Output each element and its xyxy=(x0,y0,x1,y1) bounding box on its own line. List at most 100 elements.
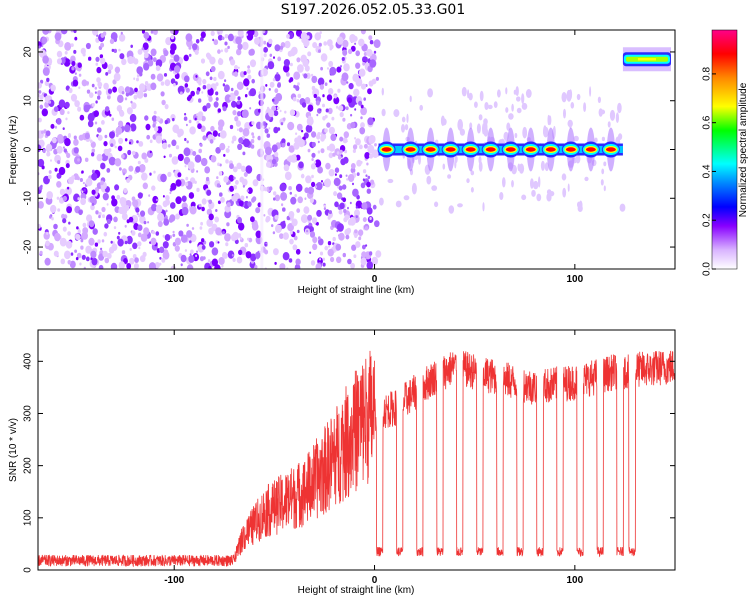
noise-blob xyxy=(271,98,275,102)
noise-blob xyxy=(71,60,76,67)
noise-blob xyxy=(177,132,182,138)
noise-blob xyxy=(132,199,139,208)
noise-blob xyxy=(287,121,295,131)
noise-blob xyxy=(236,128,239,131)
noise-blob xyxy=(62,127,65,130)
noise-blob xyxy=(343,208,347,214)
tone-pulse-peak xyxy=(505,147,516,152)
noise-blob xyxy=(322,103,325,108)
noise-blob xyxy=(91,152,95,157)
noise-blob xyxy=(297,196,304,204)
noise-blob xyxy=(123,258,128,264)
noise-blob xyxy=(81,170,84,174)
noise-blob xyxy=(74,249,77,253)
noise-blob xyxy=(141,172,148,181)
noise-blob xyxy=(293,142,300,150)
noise-blob xyxy=(325,162,331,170)
noise-blob xyxy=(198,148,202,154)
tone-haze xyxy=(617,102,622,114)
noise-blob xyxy=(300,54,308,63)
tone-pulse-peak xyxy=(525,147,536,152)
noise-blob xyxy=(121,207,126,212)
noise-blob xyxy=(82,181,85,185)
noise-blob xyxy=(113,48,118,54)
noise-blob xyxy=(110,240,113,244)
noise-blob xyxy=(45,130,51,137)
noise-blob xyxy=(54,232,61,242)
noise-blob xyxy=(274,151,279,157)
noise-blob xyxy=(217,70,225,80)
noise-blob xyxy=(328,60,334,68)
noise-blob xyxy=(358,229,364,236)
noise-blob xyxy=(134,87,138,93)
noise-blob xyxy=(163,49,169,57)
noise-blob xyxy=(272,96,279,105)
noise-blob xyxy=(124,224,127,228)
noise-blob xyxy=(73,147,79,154)
noise-blob xyxy=(274,88,279,94)
noise-blob xyxy=(94,242,99,247)
noise-blob xyxy=(186,223,189,227)
noise-blob xyxy=(157,212,165,222)
tone-haze xyxy=(427,88,433,98)
noise-blob xyxy=(309,251,312,254)
noise-blob xyxy=(153,170,156,174)
noise-blob xyxy=(231,195,237,202)
noise-blob xyxy=(95,62,99,66)
noise-blob xyxy=(92,228,98,235)
noise-blob xyxy=(320,135,325,142)
noise-blob xyxy=(117,145,123,152)
noise-blob xyxy=(356,172,360,177)
noise-blob xyxy=(185,33,193,42)
noise-blob xyxy=(168,217,174,223)
noise-blob xyxy=(48,170,52,174)
noise-blob xyxy=(132,90,135,94)
noise-blob xyxy=(215,82,219,87)
tone-haze xyxy=(506,122,511,131)
noise-blob xyxy=(114,145,117,149)
tone-haze xyxy=(483,118,488,126)
noise-blob xyxy=(56,196,60,200)
noise-blob xyxy=(239,236,243,240)
noise-blob xyxy=(356,159,362,167)
noise-blob xyxy=(202,135,207,141)
noise-blob xyxy=(201,245,206,250)
noise-blob xyxy=(77,62,82,68)
noise-blob xyxy=(155,204,163,214)
noise-blob xyxy=(232,110,237,116)
noise-blob xyxy=(137,241,142,247)
noise-blob xyxy=(289,230,293,235)
noise-blob xyxy=(159,256,162,260)
noise-blob xyxy=(69,260,76,269)
noise-blob xyxy=(151,185,156,191)
snr-series-line xyxy=(38,350,675,568)
noise-blob xyxy=(326,67,330,70)
noise-blob xyxy=(372,204,377,210)
noise-blob xyxy=(155,65,161,72)
noise-blob xyxy=(196,90,200,95)
noise-blob xyxy=(118,261,125,269)
noise-blob xyxy=(165,195,170,201)
noise-blob xyxy=(219,192,223,197)
tone-pulse-peak xyxy=(585,147,596,152)
tone-haze xyxy=(603,185,606,192)
noise-blob xyxy=(324,82,328,86)
noise-blob xyxy=(330,133,337,142)
noise-blob xyxy=(39,94,44,100)
tone-haze xyxy=(609,109,616,121)
tone-haze xyxy=(601,168,605,175)
noise-blob xyxy=(97,239,101,244)
noise-blob xyxy=(137,192,143,199)
tone-haze xyxy=(502,177,506,188)
noise-blob xyxy=(56,58,62,65)
noise-blob xyxy=(126,235,133,245)
noise-blob xyxy=(362,56,368,63)
noise-blob xyxy=(115,126,123,135)
colorbar-tick-label: 0.0 xyxy=(702,262,713,276)
noise-blob xyxy=(149,150,152,154)
noise-blob xyxy=(130,44,133,48)
noise-blob xyxy=(172,230,175,234)
noise-blob xyxy=(288,186,292,191)
noise-blob xyxy=(106,168,111,173)
noise-blob xyxy=(272,78,276,82)
